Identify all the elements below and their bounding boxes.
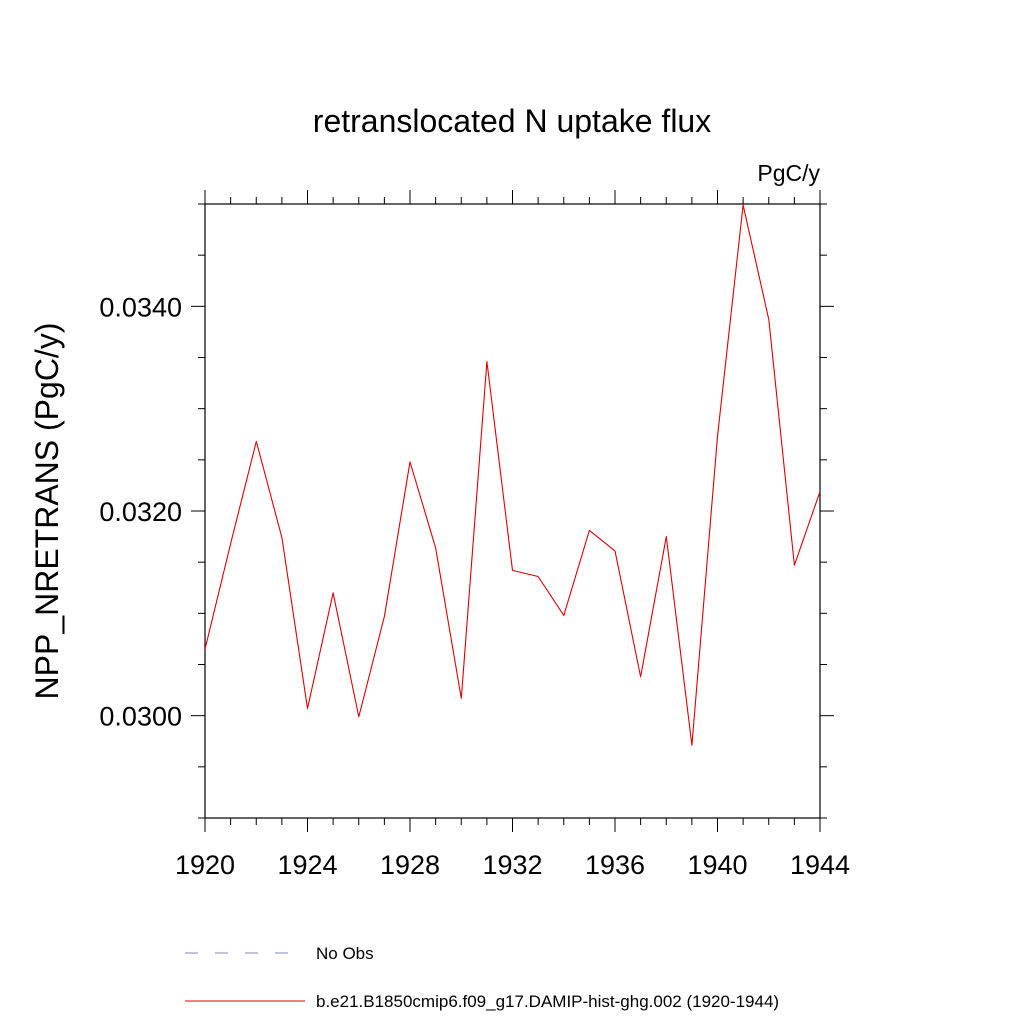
tick-labels: 1920 1924 1928 1932 1936 1940 1944 0.0300 0.0320… xyxy=(99,292,850,880)
x-tick-label: 1936 xyxy=(585,850,645,880)
legend-label-no-obs: No Obs xyxy=(316,944,374,963)
plot-frame xyxy=(204,203,821,819)
y-tick-label: 0.0340 xyxy=(99,292,182,322)
series-lines xyxy=(204,204,821,746)
chart-title: retranslocated N uptake flux xyxy=(313,103,711,139)
x-tick-label: 1920 xyxy=(175,850,235,880)
units-label: PgC/y xyxy=(757,160,820,186)
series-line xyxy=(204,204,821,746)
y-tick-label: 0.0300 xyxy=(99,702,182,732)
y-axis-label: NPP_NRETRANS (PgC/y) xyxy=(29,323,65,700)
x-tick-label: 1940 xyxy=(687,850,747,880)
x-tick-label: 1944 xyxy=(790,850,850,880)
legend: No Obs b.e21.B1850cmip6.f09_g17.DAMIP-hi… xyxy=(185,944,779,1011)
y-tick-label: 0.0320 xyxy=(99,497,182,527)
x-tick-label: 1928 xyxy=(380,850,440,880)
axis-ticks xyxy=(191,190,834,832)
x-tick-label: 1932 xyxy=(482,850,542,880)
x-tick-label: 1924 xyxy=(277,850,337,880)
legend-label-model-run: b.e21.B1850cmip6.f09_g17.DAMIP-hist-ghg.… xyxy=(316,992,779,1011)
